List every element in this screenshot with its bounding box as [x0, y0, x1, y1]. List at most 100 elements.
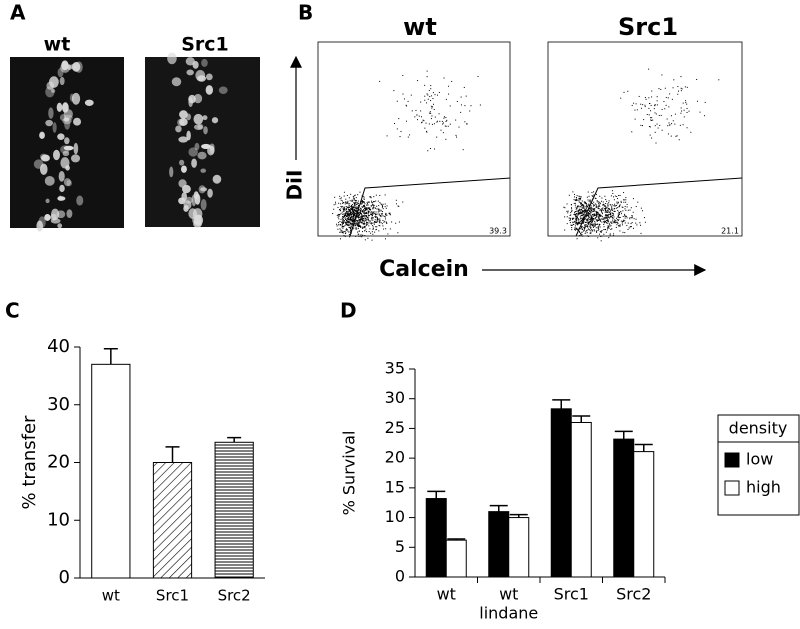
event — [349, 224, 351, 226]
event — [576, 215, 578, 217]
event — [667, 97, 669, 99]
event — [351, 199, 353, 201]
event — [613, 222, 615, 224]
event — [609, 234, 611, 236]
event — [345, 206, 347, 208]
event — [449, 105, 451, 107]
event — [581, 223, 583, 225]
event — [644, 221, 646, 223]
event — [377, 200, 379, 202]
event — [610, 214, 612, 216]
event — [648, 107, 650, 109]
event — [674, 123, 676, 125]
event — [462, 149, 464, 151]
event — [575, 206, 577, 208]
event — [681, 88, 683, 90]
event — [652, 119, 654, 121]
event — [358, 235, 360, 237]
event — [616, 222, 618, 224]
event — [566, 216, 568, 218]
event — [433, 103, 435, 105]
event — [591, 219, 593, 221]
event — [339, 228, 341, 230]
event — [355, 227, 357, 229]
event — [342, 231, 344, 233]
event — [397, 205, 399, 207]
event — [353, 227, 355, 229]
event — [595, 211, 597, 213]
event — [363, 226, 365, 228]
event — [364, 235, 366, 237]
event — [594, 204, 596, 206]
micrograph — [145, 57, 260, 227]
event — [600, 231, 602, 233]
event — [353, 209, 355, 211]
event — [620, 200, 622, 202]
event — [400, 130, 402, 132]
event — [359, 225, 361, 227]
event — [372, 203, 374, 205]
bar — [508, 517, 530, 578]
event — [362, 202, 364, 204]
cell — [203, 126, 208, 135]
event — [343, 221, 345, 223]
event — [351, 230, 353, 232]
event — [593, 218, 595, 220]
event — [611, 208, 613, 210]
event — [368, 231, 370, 233]
event — [650, 117, 652, 119]
event — [469, 110, 471, 112]
event — [338, 214, 340, 216]
event — [365, 209, 367, 211]
event — [617, 201, 619, 203]
event — [346, 214, 348, 216]
event — [386, 221, 388, 223]
event — [371, 222, 373, 224]
event — [631, 217, 633, 219]
event — [619, 225, 621, 227]
event — [611, 207, 613, 209]
event — [386, 205, 388, 207]
event — [442, 122, 444, 124]
event — [591, 192, 593, 194]
event — [575, 215, 577, 217]
event — [342, 213, 344, 215]
event — [354, 205, 356, 207]
event — [361, 218, 363, 220]
event — [585, 221, 587, 223]
event — [362, 216, 364, 218]
event — [606, 229, 608, 231]
event — [362, 211, 364, 213]
bar — [445, 539, 467, 578]
event — [564, 216, 566, 218]
event — [590, 210, 592, 212]
event — [616, 219, 618, 221]
event — [589, 204, 591, 206]
event — [356, 211, 358, 213]
event — [658, 88, 660, 90]
event — [354, 199, 356, 201]
event — [575, 216, 577, 218]
event — [366, 204, 368, 206]
event — [343, 210, 345, 212]
event — [333, 208, 335, 210]
event — [604, 208, 606, 210]
event — [582, 210, 584, 212]
event — [586, 229, 588, 231]
event — [594, 209, 596, 211]
event — [637, 201, 639, 203]
event — [355, 228, 357, 230]
event — [642, 104, 644, 106]
event — [351, 220, 353, 222]
cell — [70, 63, 77, 70]
event — [340, 224, 342, 226]
event — [614, 220, 616, 222]
event — [389, 214, 391, 216]
event — [357, 206, 359, 208]
event — [384, 218, 386, 220]
event — [352, 228, 354, 230]
event — [580, 197, 582, 199]
event — [365, 224, 367, 226]
event — [359, 219, 361, 221]
event — [605, 214, 607, 216]
